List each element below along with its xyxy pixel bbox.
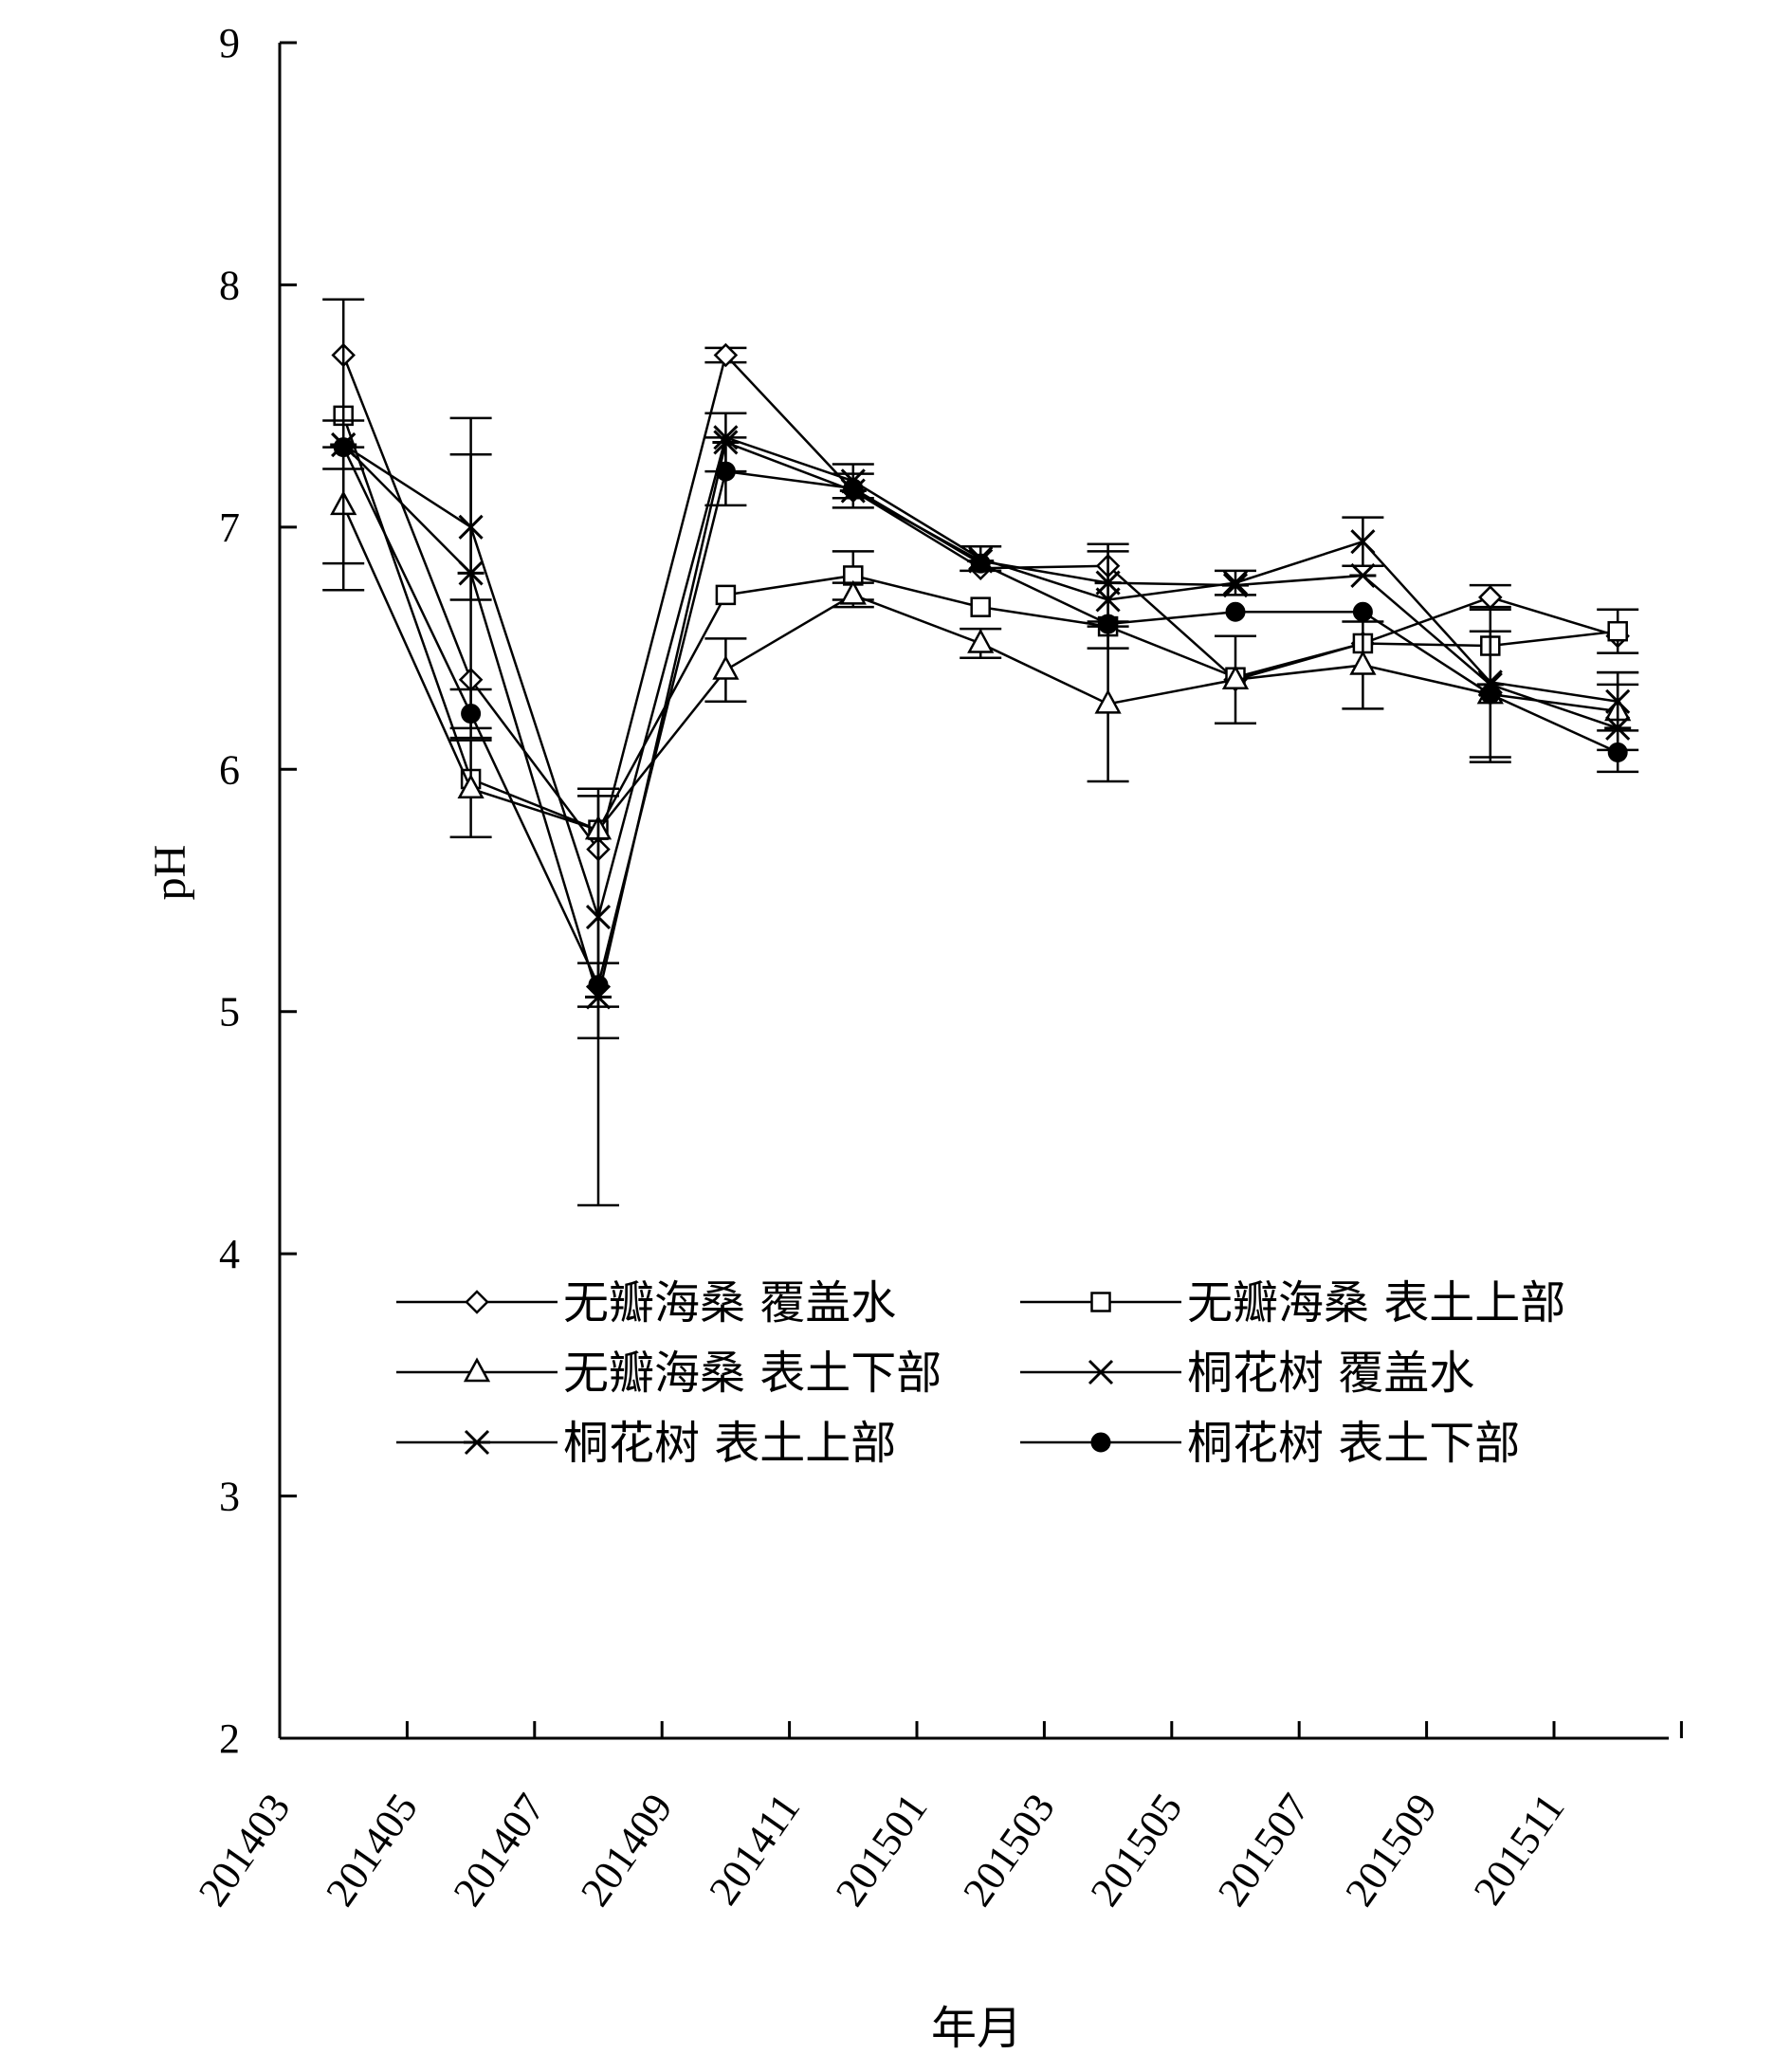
data-point-triangle [967,628,995,653]
data-point-square [715,584,737,606]
data-point-circle [333,437,354,458]
legend-item: 无瓣海桑 表土上部 [1020,1276,1565,1330]
data-point-square [970,596,991,617]
series-4 [322,419,1639,1040]
data-point-circle [1352,601,1373,622]
y-tick-label: 2 [219,1715,240,1762]
data-point-asterisk [1349,562,1377,589]
x-axis-title: 年月 [931,2004,1022,2054]
data-point-asterisk [1604,715,1632,741]
y-ticks: 2 3 4 5 6 7 8 9 [219,20,297,1762]
x-tick-label: 201503 [954,1786,1064,1915]
data-point-circle [588,975,609,996]
data-point-circle [843,478,864,499]
data-point-x [1350,529,1376,555]
x-tick-label: 201405 [317,1786,427,1915]
series-5 [322,298,1639,1207]
data-point-triangle [463,1357,491,1383]
data-point-triangle [712,654,740,680]
y-tick-label: 6 [219,746,240,793]
legend-label: 无瓣海桑 表土上部 [1187,1276,1565,1330]
data-point-circle [461,704,482,724]
series-6 [333,436,1628,1008]
x-tick-label: 201403 [190,1786,300,1915]
legend-label: 桐花树 覆盖水 [1187,1347,1474,1400]
series-group [322,298,1639,1207]
y-tick-label: 3 [219,1474,240,1520]
legend-label: 桐花树 表土上部 [563,1417,896,1470]
data-point-asterisk [1094,570,1122,596]
legend-label: 桐花树 表土下部 [1187,1417,1520,1470]
x-tick-label: 201509 [1336,1786,1446,1915]
data-point-asterisk [457,560,485,586]
data-point-triangle [1349,650,1377,675]
data-point-square [1607,620,1628,642]
x-tick-label: 201407 [445,1786,555,1915]
data-point-circle [1225,601,1246,622]
y-tick-label: 4 [219,1231,240,1277]
legend-label: 无瓣海桑 表土下部 [563,1347,942,1400]
x-tick-label: 201505 [1082,1786,1192,1915]
data-point-circle [1098,614,1119,634]
legend-item: 桐花树 表土下部 [1020,1417,1520,1470]
data-point-asterisk [1222,573,1249,598]
data-point-x [1222,570,1249,596]
series-line [342,447,1618,989]
y-tick-label: 5 [219,989,240,1036]
data-point-diamond [713,342,739,368]
legend-label: 无瓣海桑 覆盖水 [563,1276,896,1330]
data-point-triangle [457,774,485,798]
data-point-circle [1090,1432,1111,1453]
data-point-circle [715,461,736,482]
y-tick-label: 9 [219,20,240,66]
legend-item: 无瓣海桑 覆盖水 [396,1276,896,1330]
x-tick-label: 201411 [700,1786,809,1914]
data-point-triangle [839,579,867,605]
x-tick-label: 201511 [1465,1786,1574,1914]
data-point-circle [1607,742,1628,762]
x-tick-label: 201507 [1209,1786,1319,1915]
data-point-circle [1480,684,1501,705]
data-point-triangle [1094,688,1122,714]
data-point-square [1090,1292,1111,1312]
legend-item: 桐花树 表土上部 [396,1417,896,1470]
y-tick-label: 7 [219,504,240,551]
data-point-diamond [1478,585,1503,610]
axes: pH 年月 [145,43,1669,2054]
x-tick-label: 201409 [572,1786,682,1915]
data-point-asterisk [464,1429,490,1456]
series-line [342,435,1618,922]
legend-item: 无瓣海桑 表土下部 [396,1347,942,1400]
data-point-x [1088,1359,1114,1385]
x-ticks: 201403 201405 201407 201409 201411 201501 2015… [190,1721,1683,1915]
series-line [342,414,1618,832]
x-tick-label: 201501 [827,1786,937,1915]
y-tick-label: 8 [219,262,240,308]
data-point-circle [970,553,991,574]
y-axis-title: pH [145,845,195,901]
data-point-triangle [1221,665,1250,690]
legend-item: 桐花树 覆盖水 [1020,1347,1474,1400]
data-point-diamond [465,1290,489,1314]
